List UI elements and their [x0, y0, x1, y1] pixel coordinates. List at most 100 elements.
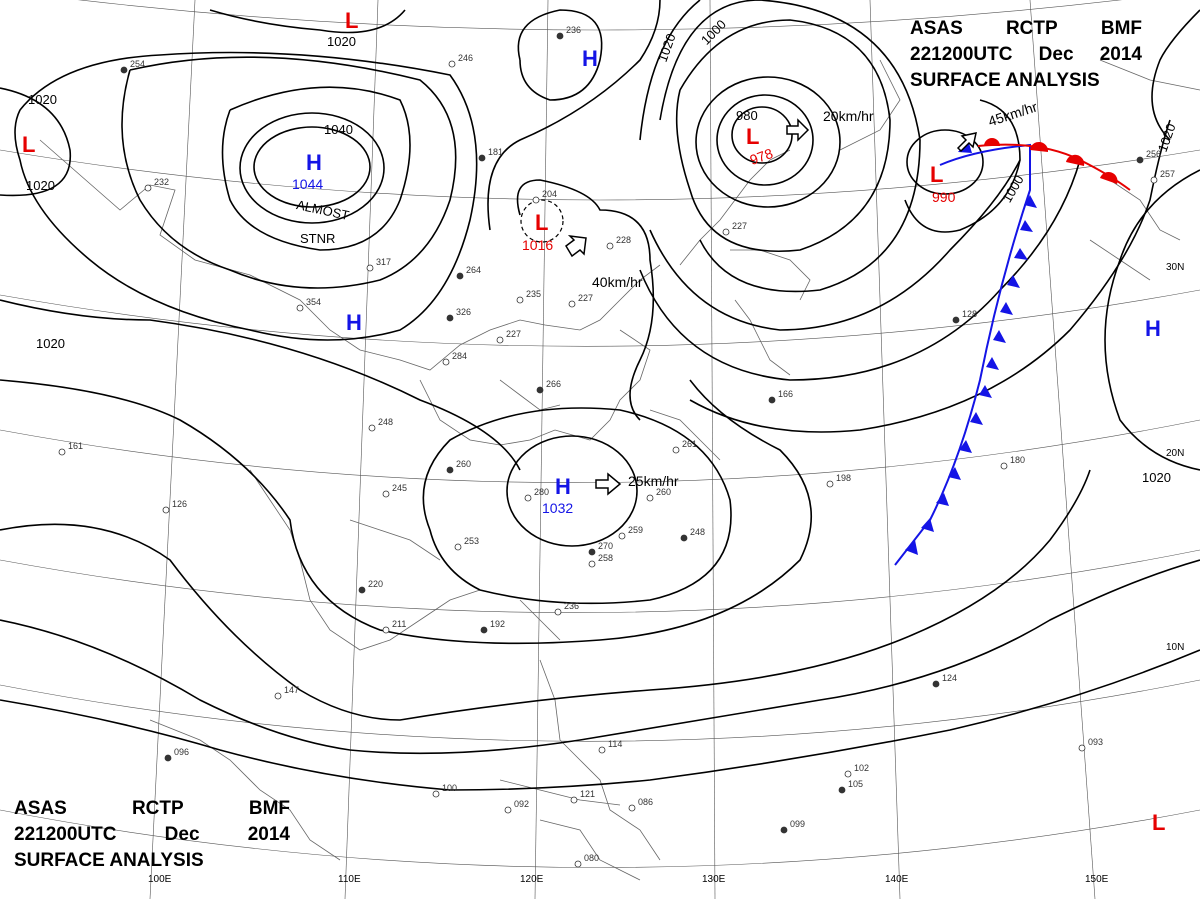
high-1044-value: 1044 [292, 176, 323, 192]
station-pressure: 192 [490, 619, 505, 629]
station-pressure: 260 [456, 459, 471, 469]
station-pressure: 228 [616, 235, 631, 245]
station-pressure: 232 [154, 177, 169, 187]
lon-label-120e: 120E [520, 874, 544, 885]
station-circle [296, 304, 304, 312]
station-pressure: 280 [534, 487, 549, 497]
station-circle [456, 272, 464, 280]
station-pressure: 253 [464, 536, 479, 546]
station-circle [844, 770, 852, 778]
station-circle [432, 790, 440, 798]
station-pressure: 235 [526, 289, 541, 299]
station-pressure: 080 [584, 853, 599, 863]
station-circle [646, 494, 654, 502]
isobar-label: 1020 [36, 336, 65, 351]
warm-front [977, 138, 1131, 191]
high-west-letter: H [346, 310, 362, 335]
motion-arrow-1016 [565, 234, 587, 258]
lat-label-10n: 10N [1166, 642, 1184, 653]
low-north-letter: L [345, 8, 358, 33]
low-southeast-letter: L [1152, 810, 1165, 835]
station-pressure: 099 [790, 819, 805, 829]
station-circle [162, 506, 170, 514]
isobar-label: 1020 [327, 34, 356, 49]
motion-label-1016: 40km/hr [592, 274, 643, 290]
station-pressure: 257 [1160, 169, 1175, 179]
pressure-centers: H 1044 H 1032 H H H L 1016 L 978 L 990 L… [22, 8, 1165, 835]
header-title: SURFACE ANALYSIS [14, 850, 204, 871]
low-1016-letter: L [535, 210, 548, 235]
header-line-1: ASAS RCTP BMF [910, 16, 1142, 42]
station-circle [826, 480, 834, 488]
station-pressure: 211 [392, 619, 406, 629]
station-pressure: 256 [1146, 149, 1161, 159]
station-pressure: 086 [638, 797, 653, 807]
low-978-letter: L [746, 124, 759, 149]
station-circle [598, 746, 606, 754]
station-pressure: 220 [368, 579, 383, 589]
station-pressure: 354 [306, 297, 321, 307]
station-pressure: 246 [458, 53, 473, 63]
station-circle [588, 548, 596, 556]
station-pressure: 259 [628, 525, 643, 535]
low-990-letter: L [930, 162, 943, 187]
station-pressure: 105 [848, 779, 863, 789]
motion-label-978: 20km/hr [823, 108, 874, 124]
low-northwest-letter: L [22, 132, 35, 157]
header-year: 2014 [1099, 44, 1142, 65]
header-line-3: SURFACE ANALYSIS [14, 848, 290, 874]
station-pressure: 284 [452, 351, 467, 361]
station-circle [672, 446, 680, 454]
station-circle [382, 490, 390, 498]
motion-arrow-978 [786, 118, 810, 142]
motion-arrow-1032 [595, 472, 622, 496]
station-pressure: 248 [690, 527, 705, 537]
lon-label-150e: 150E [1085, 874, 1109, 885]
station-pressure: 093 [1088, 737, 1103, 747]
chart-header-top: ASAS RCTP BMF 221200UTC Dec 2014 SURFACE… [910, 16, 1142, 94]
header-line-3: SURFACE ANALYSIS [910, 68, 1142, 94]
station-circle [144, 184, 152, 192]
station-circle [568, 300, 576, 308]
station-pressure: 198 [836, 473, 851, 483]
station-circle [1000, 462, 1008, 470]
header-code: BMF [1100, 18, 1142, 39]
station-circle [780, 826, 788, 834]
station-pressure: 264 [466, 265, 481, 275]
station-pressure: 260 [656, 487, 671, 497]
header-year: 2014 [247, 824, 290, 845]
station-circle [952, 316, 960, 324]
header-station: RCTP [131, 798, 184, 819]
station-circle [368, 424, 376, 432]
station-circle [1078, 744, 1086, 752]
high-1032-value: 1032 [542, 500, 573, 516]
station-circle [496, 336, 504, 344]
station-pressure: 258 [598, 553, 613, 563]
header-agency: ASAS [910, 18, 963, 39]
high-1032-letter: H [555, 474, 571, 499]
station-pressure: 236 [564, 601, 579, 611]
station-pressure: 092 [514, 799, 529, 809]
station-circle [1150, 176, 1158, 184]
station-pressure: 100 [442, 783, 457, 793]
station-pressure: 096 [174, 747, 189, 757]
station-circle [768, 396, 776, 404]
low-978-value: 978 [748, 145, 776, 168]
station-circle [164, 754, 172, 762]
header-time: 221200UTC [910, 44, 1013, 65]
station-circle [366, 264, 374, 272]
low-1016-value: 1016 [522, 237, 553, 253]
station-pressure: 317 [376, 257, 391, 267]
low-1016-ring [520, 199, 564, 243]
station-pressure: 227 [578, 293, 593, 303]
header-title: SURFACE ANALYSIS [910, 70, 1100, 91]
lon-label-100e: 100E [148, 874, 172, 885]
low-990-value: 990 [932, 189, 956, 205]
motion-arrows [565, 118, 977, 496]
chart-header-bottom: ASAS RCTP BMF 221200UTC Dec 2014 SURFACE… [14, 796, 290, 874]
station-pressure: 245 [392, 483, 407, 493]
station-pressure: 254 [130, 59, 145, 69]
station-circle [554, 608, 562, 616]
station-observations: 254 232 246 181 204 228 236 235 227 264 317 354 326 2… [58, 25, 1175, 868]
station-pressure: 236 [566, 25, 581, 35]
